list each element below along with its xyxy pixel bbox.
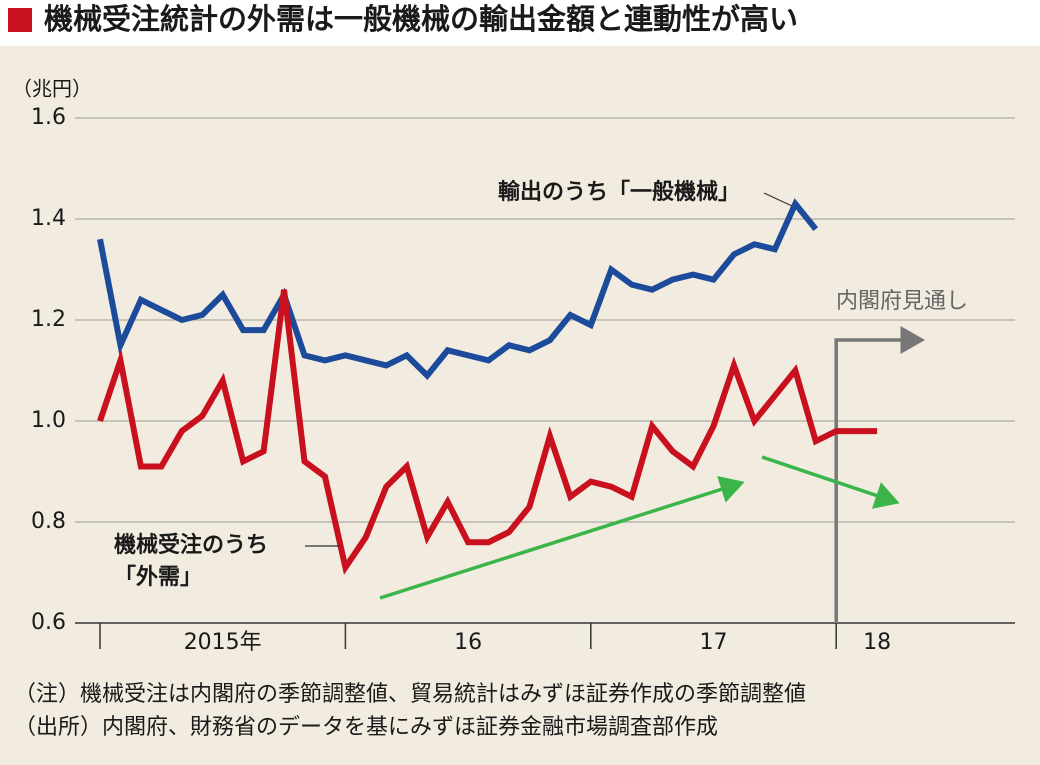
annotation: 内閣府見通し bbox=[836, 289, 968, 314]
x-tick-label: 16 bbox=[454, 630, 482, 655]
forecast-bracket bbox=[834, 326, 925, 623]
note: （注）機械受注は内閣府の季節調整値、貿易統計はみずほ証券作成の季節調整値 bbox=[14, 682, 806, 707]
title-marker bbox=[8, 8, 32, 32]
series-line bbox=[97, 289, 878, 575]
y-tick-label: 1.0 bbox=[31, 408, 66, 433]
x-tick-label: 18 bbox=[863, 630, 891, 655]
series-label: 機械受注のうち「外需」 bbox=[114, 533, 269, 590]
y-tick-label: 1.6 bbox=[31, 105, 66, 130]
x-tick-label: 17 bbox=[700, 630, 728, 655]
y-unit: （兆円） bbox=[12, 77, 92, 101]
y-tick-label: 1.2 bbox=[31, 307, 66, 332]
y-tick-label: 0.8 bbox=[31, 509, 66, 534]
header-bg bbox=[0, 0, 1040, 46]
y-tick-label: 0.6 bbox=[31, 610, 66, 635]
y-tick-label: 1.4 bbox=[31, 206, 66, 231]
trend-arrow bbox=[379, 475, 745, 600]
series-label: 輸出のうち「一般機械」 bbox=[498, 179, 740, 205]
note: （出所）内閣府、財務省のデータを基にみずほ証券金融市場調査部作成 bbox=[14, 715, 718, 740]
chart-title: 機械受注統計の外需は一般機械の輸出金額と連動性が高い bbox=[44, 2, 798, 36]
x-tick-label: 2015年 bbox=[184, 630, 262, 655]
trend-arrow bbox=[761, 455, 900, 509]
series-line bbox=[97, 198, 819, 381]
leader-line bbox=[763, 192, 793, 207]
